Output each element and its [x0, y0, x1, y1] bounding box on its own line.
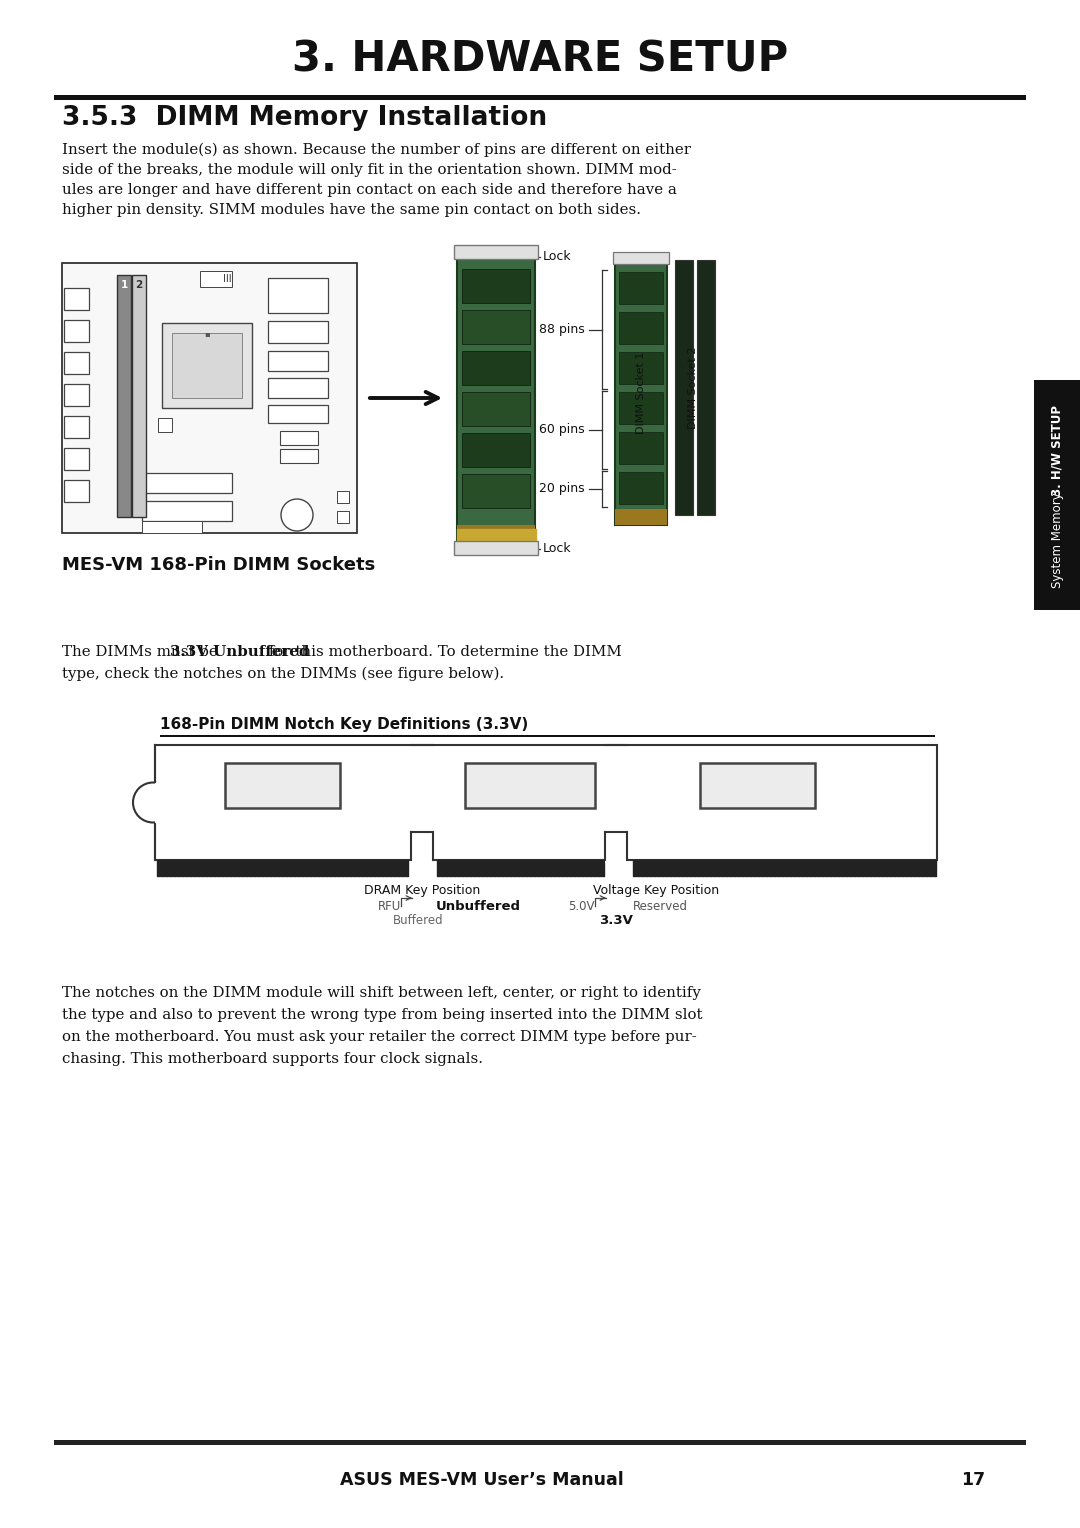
- Text: 3.3V Unbuffered: 3.3V Unbuffered: [170, 645, 309, 659]
- Bar: [268, 351, 328, 371]
- Bar: [462, 269, 530, 303]
- Text: side of the breaks, the module will only fit in the orientation shown. DIMM mod-: side of the breaks, the module will only…: [62, 163, 677, 177]
- Bar: [268, 321, 328, 342]
- Text: ules are longer and have different pin contact on each side and therefore have a: ules are longer and have different pin c…: [62, 183, 677, 197]
- Text: higher pin density. SIMM modules have the same pin contact on both sides.: higher pin density. SIMM modules have th…: [62, 203, 642, 217]
- Bar: [64, 384, 89, 406]
- Bar: [156, 746, 937, 860]
- Bar: [1034, 380, 1080, 610]
- Bar: [411, 833, 433, 863]
- Bar: [697, 260, 715, 515]
- Bar: [613, 252, 669, 264]
- Text: DRAM Key Position: DRAM Key Position: [364, 885, 481, 897]
- Text: System Memory: System Memory: [1051, 492, 1064, 588]
- Text: 1: 1: [120, 280, 127, 290]
- Text: 60 pins: 60 pins: [539, 423, 585, 437]
- Text: The DIMMs must be: The DIMMs must be: [62, 645, 222, 659]
- Text: RFU: RFU: [378, 900, 401, 912]
- Text: 3.3V: 3.3V: [599, 914, 633, 926]
- Text: 17: 17: [961, 1471, 985, 1488]
- Text: ASUS MES-VM User’s Manual: ASUS MES-VM User’s Manual: [340, 1471, 624, 1488]
- Bar: [280, 449, 318, 463]
- Bar: [675, 260, 693, 515]
- Text: type, check the notches on the DIMMs (see figure below).: type, check the notches on the DIMMs (se…: [62, 668, 504, 681]
- Text: III: III: [222, 274, 231, 284]
- Bar: [462, 393, 530, 426]
- Bar: [54, 95, 1026, 99]
- Bar: [465, 762, 595, 808]
- Circle shape: [281, 500, 313, 532]
- Text: Reserved: Reserved: [633, 900, 688, 912]
- Bar: [462, 351, 530, 385]
- Text: ▪: ▪: [204, 329, 210, 338]
- Text: The notches on the DIMM module will shift between left, center, or right to iden: The notches on the DIMM module will shif…: [62, 986, 701, 999]
- Bar: [132, 275, 146, 516]
- Text: Voltage Key Position: Voltage Key Position: [593, 885, 719, 897]
- Bar: [457, 526, 535, 545]
- Text: 3.5.3  DIMM Memory Installation: 3.5.3 DIMM Memory Installation: [62, 105, 548, 131]
- Circle shape: [133, 782, 173, 822]
- Bar: [268, 405, 328, 423]
- Text: 20 pins: 20 pins: [539, 483, 585, 495]
- Text: 168-Pin DIMM Notch Key Definitions (3.3V): 168-Pin DIMM Notch Key Definitions (3.3V…: [160, 718, 528, 732]
- Bar: [172, 333, 242, 397]
- Text: 88 pins: 88 pins: [539, 322, 585, 336]
- Bar: [156, 781, 177, 824]
- Bar: [64, 480, 89, 503]
- Text: Insert the module(s) as shown. Because the number of pins are different on eithe: Insert the module(s) as shown. Because t…: [62, 144, 691, 157]
- Bar: [64, 319, 89, 342]
- Bar: [141, 501, 232, 521]
- Bar: [619, 393, 663, 423]
- Bar: [268, 278, 328, 313]
- Bar: [454, 244, 538, 260]
- Bar: [268, 377, 328, 397]
- Bar: [160, 735, 935, 736]
- Text: DIMM Socket 1: DIMM Socket 1: [636, 351, 646, 434]
- Bar: [615, 260, 667, 526]
- Text: 2: 2: [135, 280, 143, 290]
- Bar: [619, 472, 663, 504]
- Text: for this motherboard. To determine the DIMM: for this motherboard. To determine the D…: [265, 645, 622, 659]
- Bar: [200, 270, 232, 287]
- Text: Lock: Lock: [543, 251, 571, 263]
- Bar: [117, 275, 131, 516]
- Bar: [158, 419, 172, 432]
- Bar: [64, 351, 89, 374]
- Bar: [619, 351, 663, 384]
- Bar: [62, 263, 357, 533]
- Bar: [337, 510, 349, 523]
- Text: 3. HARDWARE SETUP: 3. HARDWARE SETUP: [292, 40, 788, 81]
- Bar: [64, 448, 89, 471]
- Bar: [54, 1439, 1026, 1445]
- Bar: [64, 416, 89, 439]
- Bar: [337, 490, 349, 503]
- Bar: [700, 762, 815, 808]
- Bar: [462, 310, 530, 344]
- Bar: [141, 474, 232, 494]
- Text: 3. H/W SETUP: 3. H/W SETUP: [1051, 405, 1064, 495]
- Text: MES-VM 168-Pin DIMM Sockets: MES-VM 168-Pin DIMM Sockets: [62, 556, 375, 575]
- Bar: [619, 272, 663, 304]
- Bar: [162, 322, 252, 408]
- Text: Lock: Lock: [543, 542, 571, 556]
- Bar: [605, 833, 627, 863]
- Bar: [454, 541, 538, 555]
- Text: DIMM Socket 2: DIMM Socket 2: [688, 347, 698, 429]
- Bar: [619, 312, 663, 344]
- Bar: [619, 432, 663, 465]
- Text: chasing. This motherboard supports four clock signals.: chasing. This motherboard supports four …: [62, 1051, 483, 1067]
- Bar: [615, 509, 667, 526]
- Bar: [64, 287, 89, 310]
- Bar: [457, 255, 535, 545]
- Bar: [462, 432, 530, 468]
- Bar: [280, 431, 318, 445]
- Bar: [225, 762, 340, 808]
- Text: Buffered: Buffered: [393, 914, 443, 926]
- Bar: [462, 474, 530, 507]
- Text: the type and also to prevent the wrong type from being inserted into the DIMM sl: the type and also to prevent the wrong t…: [62, 1008, 702, 1022]
- Text: on the motherboard. You must ask your retailer the correct DIMM type before pur-: on the motherboard. You must ask your re…: [62, 1030, 697, 1044]
- Text: Unbuffered: Unbuffered: [436, 900, 521, 912]
- Bar: [141, 521, 202, 533]
- Text: 5.0V: 5.0V: [568, 900, 595, 912]
